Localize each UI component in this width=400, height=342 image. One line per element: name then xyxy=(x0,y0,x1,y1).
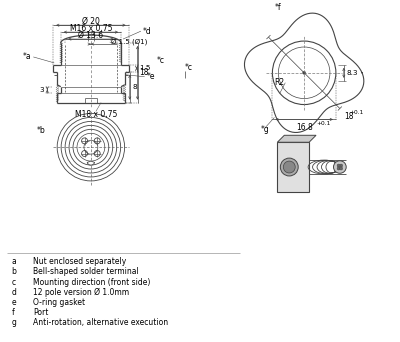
Text: *c: *c xyxy=(185,63,193,73)
Wedge shape xyxy=(87,161,95,165)
Text: c: c xyxy=(12,277,16,287)
Text: b: b xyxy=(12,267,16,276)
Text: 8: 8 xyxy=(133,84,137,90)
Polygon shape xyxy=(277,142,309,192)
Text: M18 x 0,75: M18 x 0,75 xyxy=(75,110,117,119)
Text: *b: *b xyxy=(36,126,45,135)
Text: *a: *a xyxy=(23,52,31,62)
Text: *d: *d xyxy=(143,27,152,36)
Text: +0.1: +0.1 xyxy=(350,109,364,115)
Text: d: d xyxy=(12,288,16,297)
Text: 18: 18 xyxy=(344,113,353,121)
Text: Ø 13.6: Ø 13.6 xyxy=(78,31,104,40)
Polygon shape xyxy=(277,135,316,142)
Text: 8.3: 8.3 xyxy=(347,70,358,76)
Text: M16 x 0,75: M16 x 0,75 xyxy=(70,24,112,33)
Text: Mounting direction (front side): Mounting direction (front side) xyxy=(33,277,151,287)
Text: 12 pole version Ø 1.0mm: 12 pole version Ø 1.0mm xyxy=(33,288,130,297)
Text: R2: R2 xyxy=(274,78,284,87)
Text: Anti-rotation, alternative execution: Anti-rotation, alternative execution xyxy=(33,318,168,327)
Circle shape xyxy=(337,164,340,167)
Circle shape xyxy=(303,71,306,74)
Text: e: e xyxy=(12,298,16,307)
Ellipse shape xyxy=(334,161,346,173)
Text: *g: *g xyxy=(260,125,269,134)
Circle shape xyxy=(280,158,298,176)
Circle shape xyxy=(283,161,295,173)
Text: *c: *c xyxy=(156,56,164,65)
Text: Port: Port xyxy=(33,308,49,317)
Text: Nut enclosed separately: Nut enclosed separately xyxy=(33,257,127,266)
Text: 1.5: 1.5 xyxy=(140,65,151,71)
Text: O-ring gasket: O-ring gasket xyxy=(33,298,86,307)
Text: +0.1: +0.1 xyxy=(316,121,330,127)
Text: Ø 1.5 (Ø1): Ø 1.5 (Ø1) xyxy=(111,39,147,45)
Text: 18: 18 xyxy=(140,68,149,77)
Text: Ø 20: Ø 20 xyxy=(82,17,100,26)
Circle shape xyxy=(340,167,343,170)
Text: f: f xyxy=(12,308,14,317)
Text: Bell-shaped solder terminal: Bell-shaped solder terminal xyxy=(33,267,139,276)
Text: *f: *f xyxy=(274,3,281,12)
Text: 3: 3 xyxy=(40,87,44,93)
Text: a: a xyxy=(12,257,16,266)
Circle shape xyxy=(337,167,340,170)
Text: g: g xyxy=(12,318,16,327)
Text: 16.8: 16.8 xyxy=(296,123,312,132)
Text: *e: *e xyxy=(147,72,155,81)
Circle shape xyxy=(340,164,343,167)
